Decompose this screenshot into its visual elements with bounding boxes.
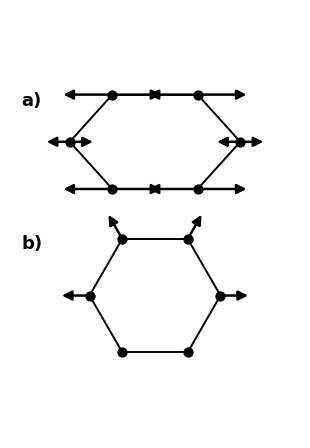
Point [110, 91, 115, 98]
Point [195, 91, 200, 98]
Point [110, 185, 115, 193]
Point [238, 138, 243, 146]
Point [120, 235, 125, 242]
Point [185, 235, 190, 242]
Text: a): a) [21, 91, 41, 110]
Point [120, 349, 125, 356]
Text: b): b) [21, 235, 42, 253]
Point [87, 292, 92, 299]
Point [185, 349, 190, 356]
Point [67, 138, 72, 146]
Point [195, 185, 200, 193]
Point [218, 292, 223, 299]
